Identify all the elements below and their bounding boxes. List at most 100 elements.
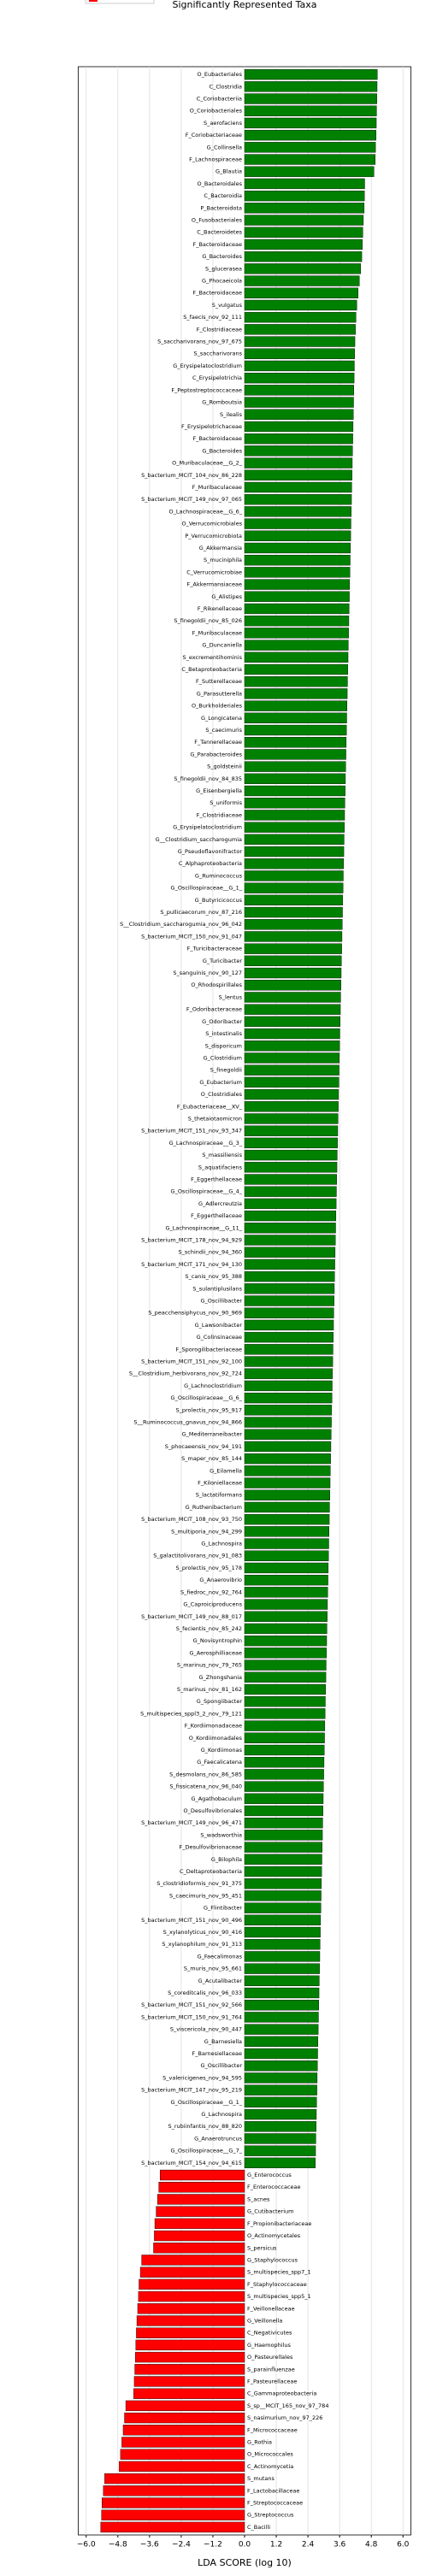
bar	[244, 785, 345, 797]
bar	[244, 1331, 334, 1343]
bar	[244, 1052, 340, 1064]
category-label: G_Oscillibacter	[201, 1298, 243, 1305]
category-label: C_Bacteroidia	[204, 192, 242, 199]
bar	[244, 469, 352, 480]
bar	[244, 992, 341, 1003]
category-label: G_Aerosphilliaceae	[189, 1649, 242, 1656]
category-label: S_marinus_nov_81_162	[177, 1686, 242, 1693]
category-label: F_Erysipelotrichaceae	[181, 423, 242, 430]
category-label: G_Flintibacter	[204, 1905, 242, 1912]
bar	[244, 1319, 334, 1331]
bar	[244, 299, 357, 311]
category-label: S_bacterium_MCIT_150_nov_91_047	[141, 933, 242, 940]
bar	[136, 2327, 245, 2338]
bar	[124, 2412, 245, 2424]
bar	[244, 846, 345, 858]
category-label: S_schindii_nov_94_360	[179, 1249, 243, 1256]
bar	[244, 1878, 322, 1889]
x-tick-label: 4.8	[365, 2541, 378, 2549]
bar	[244, 2024, 319, 2035]
category-label: P_Bacteroidota	[200, 204, 242, 211]
category-label: S_bacterium_MCIT_150_nov_91_764	[141, 2013, 242, 2020]
x-axis-label: LDA SCORE (log 10)	[198, 2557, 292, 2568]
bar	[244, 737, 347, 748]
category-label: S_xylanolyticus_nov_90_416	[163, 1929, 242, 1936]
bar	[244, 2145, 316, 2156]
category-label: S_bacterium_MCIT_171_nov_94_130	[141, 1261, 242, 1268]
category-label: S__Ruminococcus_gnavus_nov_94_866	[133, 1419, 242, 1426]
bar	[244, 1574, 328, 1586]
category-label: F_Akkermansiaceae	[187, 581, 242, 588]
category-label: G_Butyricicoccus	[195, 897, 243, 904]
category-label: S_bacterium_MCIT_149_nov_96_471	[141, 1819, 242, 1826]
bar	[244, 1270, 335, 1282]
category-label: C_Betaproteobacteria	[181, 666, 242, 673]
bar	[244, 2048, 318, 2060]
bar	[244, 421, 354, 433]
bar	[244, 1417, 332, 1428]
bar	[244, 724, 347, 736]
category-label: S_multispecies_spp5_1	[247, 2293, 311, 2300]
category-label: F_Coriobacteriaceae	[186, 132, 242, 139]
bar	[244, 1550, 329, 1561]
bar	[244, 1356, 334, 1367]
bar	[244, 1149, 338, 1161]
bar	[244, 567, 351, 578]
category-label: G_Blautia	[216, 168, 242, 175]
bar	[244, 1987, 320, 1999]
bar	[244, 931, 343, 942]
category-label: F_Lactobacillaceae	[247, 2487, 299, 2494]
bar	[244, 1088, 339, 1100]
bar	[244, 1344, 334, 1355]
x-tick-label: −4.8	[109, 2541, 127, 2549]
category-label: G_Colinsinaceae	[197, 1334, 242, 1341]
bar	[244, 773, 346, 784]
bar	[244, 1599, 328, 1610]
category-label: O_Fusobacteriales	[192, 217, 243, 224]
bar	[244, 1562, 329, 1574]
bar	[156, 2194, 245, 2205]
bar	[244, 457, 353, 469]
category-label: S_rubiinfantis_nov_88_820	[168, 2123, 242, 2130]
category-label: S_mutans	[247, 2475, 275, 2482]
category-label: P_Verrucomicrobiota	[185, 533, 242, 539]
bar	[137, 2303, 245, 2314]
category-label: S_faecis_nov_92_111	[183, 314, 242, 321]
category-label: S_lactatiformans	[196, 1492, 243, 1499]
category-label: C_Bacteroidetes	[197, 229, 242, 236]
bar	[244, 409, 354, 420]
bar	[244, 348, 355, 359]
category-label: G_Clostridium	[204, 1054, 242, 1061]
bar	[103, 2485, 245, 2496]
category-label: G_Streptococcus	[247, 2512, 294, 2519]
category-label: S_prolectis_nov_95_178	[176, 1565, 243, 1571]
category-label: G_Akkermansia	[199, 545, 242, 551]
category-label: S_fissicatena_nov_96_040	[169, 1783, 242, 1790]
category-label: G_Cutibacterium	[247, 2208, 293, 2215]
category-label: F_Kiloniellaceae	[198, 1480, 242, 1487]
category-label: F_Streptococcaceae	[247, 2499, 303, 2506]
bar	[244, 1720, 326, 1731]
bar	[244, 628, 349, 639]
category-label: S_phocaeensis_nov_94_191	[165, 1443, 242, 1450]
category-label: S_acnes	[247, 2196, 270, 2202]
bar	[244, 712, 347, 723]
bar	[135, 2339, 245, 2351]
bar	[244, 1842, 322, 1853]
bar	[244, 1926, 321, 1938]
category-label: G_Faecalimonas	[198, 1953, 243, 1960]
bar	[244, 1368, 334, 1379]
category-label: F_Sutterellaceae	[196, 678, 242, 685]
bar	[244, 542, 351, 554]
category-label: G_Eilamella	[210, 1467, 242, 1474]
bar	[244, 2108, 317, 2120]
category-label: G_Eisenbergiella	[196, 787, 242, 794]
bar	[244, 1805, 323, 1817]
bar	[244, 651, 349, 663]
category-label: G_Parabacteroides	[190, 751, 242, 757]
category-label: F_Eubacteriaceae__XV_	[177, 1103, 243, 1110]
category-label: G_Lachnospira	[201, 1541, 242, 1547]
bar	[244, 263, 362, 274]
bar	[244, 1830, 323, 1841]
bar	[244, 1513, 330, 1525]
